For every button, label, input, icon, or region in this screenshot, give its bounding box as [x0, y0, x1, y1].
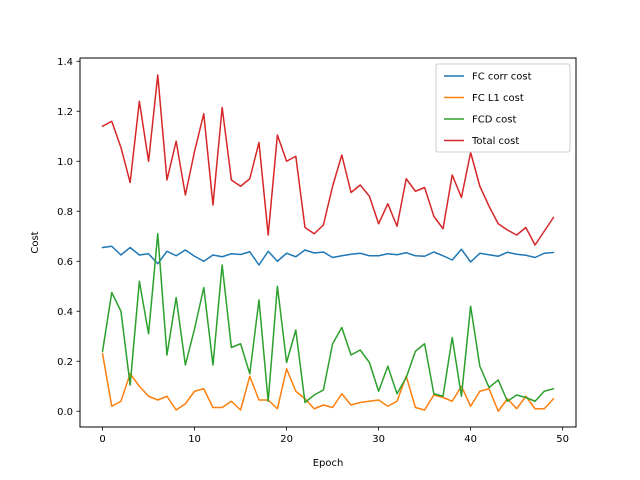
plot-lines — [101, 74, 555, 412]
y-tick-label: 0.0 — [57, 407, 73, 418]
x-tick-label: 10 — [188, 434, 201, 445]
series-line-fc-l1-cost — [101, 352, 555, 412]
x-tick-label: 50 — [556, 434, 569, 445]
y-axis-label: Cost — [30, 231, 41, 253]
y-tick-label: 1.2 — [57, 107, 73, 118]
series-line-total-cost — [101, 74, 555, 246]
y-tick-label: 1.4 — [57, 57, 73, 68]
x-tick-label: 0 — [99, 434, 105, 445]
x-tick-label: 40 — [464, 434, 477, 445]
x-tick-label: 30 — [372, 434, 385, 445]
y-tick-label: 0.4 — [57, 307, 73, 318]
legend-label: Total cost — [471, 136, 519, 147]
x-axis-label: Epoch — [313, 458, 344, 469]
legend: FC corr cost FC L1 cost FCD cost Total cost — [435, 63, 571, 153]
y-tick-label: 0.8 — [57, 207, 73, 218]
x-tick-label: 20 — [280, 434, 293, 445]
x-axis-ticks: 0 10 20 30 40 50 — [99, 427, 569, 445]
legend-box — [435, 63, 571, 153]
y-tick-label: 0.6 — [57, 257, 73, 268]
series-line-fc-corr-cost — [101, 245, 555, 266]
y-axis-ticks: 0.0 0.2 0.4 0.6 0.8 1.0 1.2 1.4 — [57, 57, 80, 418]
legend-label: FCD cost — [472, 115, 516, 126]
legend-label: FC corr cost — [472, 72, 532, 83]
series-line-fcd-cost — [101, 233, 555, 404]
y-tick-label: 1.0 — [57, 157, 73, 168]
legend-label: FC L1 cost — [472, 93, 524, 104]
y-tick-label: 0.2 — [57, 357, 73, 368]
axes-frame — [79, 57, 577, 428]
